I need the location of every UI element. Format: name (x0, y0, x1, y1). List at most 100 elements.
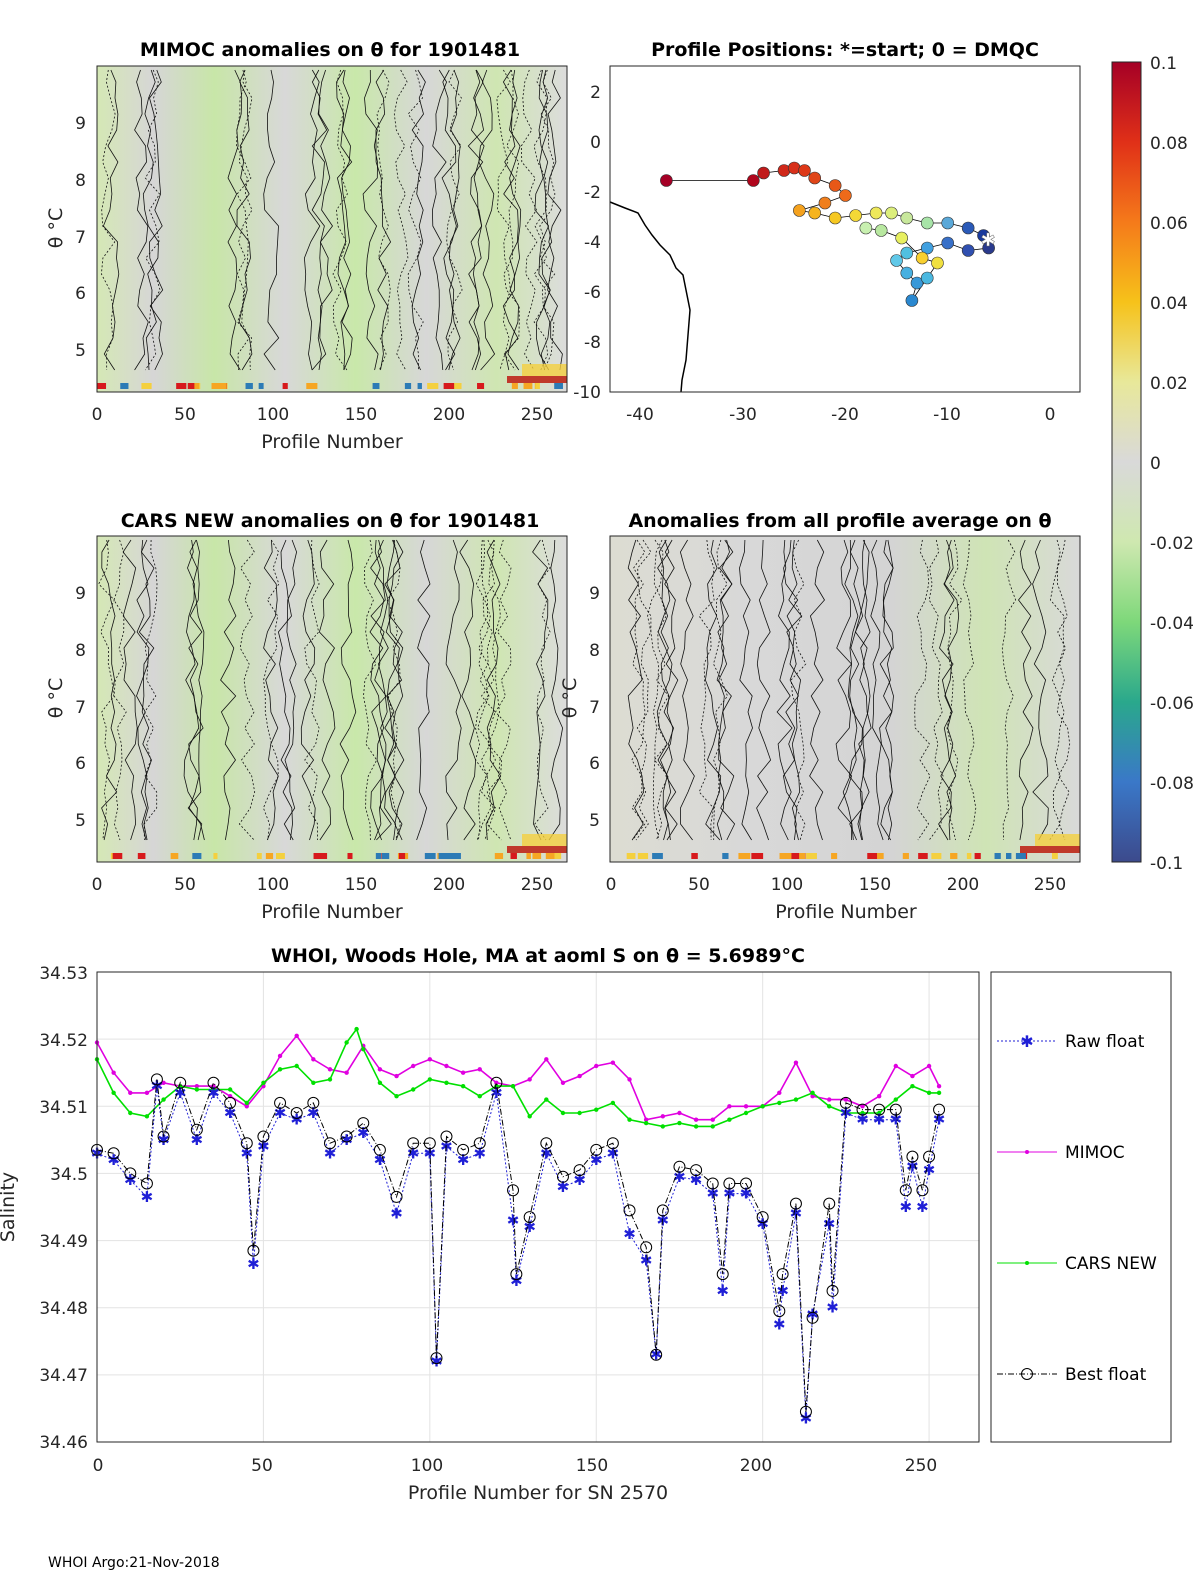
anomaly-cell (306, 383, 317, 389)
anomaly-cell (902, 853, 909, 859)
series-cars-new (94, 1026, 942, 1129)
data-point (627, 1077, 632, 1082)
profile-position-dot (818, 196, 832, 210)
data-point (323, 1137, 336, 1150)
data-point: ✱ (933, 1111, 946, 1129)
salinity-ytick: 34.51 (39, 1098, 88, 1118)
contour-line (938, 539, 955, 841)
profile-position-dot (869, 206, 883, 220)
profile-position-dot (931, 256, 944, 270)
cars-ytick: 6 (75, 754, 86, 774)
positions-yticks: 2 0 -2 -4 -6 -8 -10 (573, 83, 601, 403)
anomaly-cell (831, 853, 838, 859)
data-point (444, 1063, 449, 1069)
average-xtick: 250 (1034, 875, 1066, 895)
contour-line (480, 539, 497, 841)
positions-ytick: 0 (590, 133, 601, 153)
contour-line (475, 539, 489, 841)
positions-xtick: 0 (1045, 405, 1056, 425)
data-point (527, 1077, 532, 1082)
data-point: ✱ (873, 1111, 886, 1129)
profile-position-dot (900, 211, 914, 225)
positions-axes-box (609, 65, 1081, 393)
anomaly-cell (97, 383, 107, 389)
positions-ytick: -6 (584, 283, 601, 303)
data-point (224, 1096, 237, 1109)
contour-line (533, 69, 549, 371)
data-point (490, 1076, 503, 1089)
data-point (716, 1268, 729, 1281)
data-point (577, 1110, 582, 1116)
data-point: ✱ (157, 1131, 170, 1149)
data-point (247, 1244, 260, 1257)
circle-marker-icon (1021, 1368, 1033, 1380)
profile-position-dot (920, 241, 934, 255)
data-point (194, 1083, 200, 1089)
data-point (743, 1104, 749, 1109)
contour-line (459, 539, 477, 841)
data-point (793, 1060, 799, 1065)
contour-line (870, 539, 884, 841)
anomaly-cell (554, 853, 562, 859)
salinity-ytick: 34.49 (39, 1232, 88, 1252)
cars-ytick: 7 (75, 698, 86, 718)
anomaly-cell (211, 383, 223, 389)
data-point: ✱ (740, 1185, 753, 1203)
anomaly-cell (507, 846, 567, 853)
anomaly-cell (449, 383, 462, 389)
colorbar-tick: 0.04 (1150, 294, 1188, 314)
cars-xtick: 250 (521, 875, 553, 895)
cars-anomaly-field (97, 536, 567, 862)
data-point (799, 1405, 812, 1418)
data-point: ✱ (510, 1272, 523, 1290)
data-point (174, 1076, 187, 1089)
profile-position-dot (920, 271, 934, 285)
contour-line (928, 539, 944, 841)
mimoc-xtick: 100 (257, 405, 289, 425)
series-best-float (91, 1073, 946, 1418)
data-point (494, 1080, 499, 1085)
data-point (457, 1143, 470, 1156)
data-point (560, 1080, 566, 1085)
data-point (910, 1073, 915, 1079)
data-point (693, 1124, 699, 1129)
data-point (410, 1087, 416, 1092)
mimoc-ytick: 7 (75, 228, 86, 248)
data-point (727, 1117, 732, 1122)
anomaly-cell (404, 383, 412, 389)
profile-position-dot (961, 244, 975, 257)
data-point: ✱ (723, 1185, 736, 1203)
contour-line (857, 539, 872, 841)
anomaly-cell (443, 383, 455, 389)
colorbar-tick: -0.04 (1150, 614, 1194, 634)
mimoc-xtick: 0 (92, 405, 103, 425)
anomaly-cell (1035, 834, 1080, 848)
coastline (609, 201, 691, 393)
contour-line (407, 69, 424, 370)
salinity-xtick: 150 (576, 1456, 608, 1476)
data-point: ✱ (174, 1084, 187, 1102)
profile-position-dot (808, 171, 822, 185)
data-point (889, 1103, 902, 1116)
data-point (660, 1124, 666, 1129)
contour-line (101, 539, 118, 841)
contour-line (188, 539, 205, 841)
data-point (860, 1104, 865, 1109)
positions-map-area (610, 66, 1080, 392)
profile-position-dot (895, 231, 908, 245)
data-point (627, 1117, 632, 1122)
mimoc-xlabel: Profile Number (261, 431, 403, 453)
data-point (789, 1197, 802, 1210)
average-xticks: 0 50 100 150 200 250 (606, 875, 1067, 895)
data-point (144, 1114, 150, 1119)
anomaly-cell (141, 383, 150, 389)
data-point (357, 1117, 370, 1130)
colorbar-tick: -0.1 (1150, 854, 1183, 874)
profile-position-dot (941, 236, 955, 250)
anomaly-cell (372, 383, 380, 389)
positions-ytick: -8 (584, 333, 601, 353)
data-point (111, 1070, 116, 1075)
data-point: ✱ (826, 1299, 839, 1317)
colorbar-tick: 0.06 (1150, 214, 1188, 234)
data-point: ✱ (690, 1171, 703, 1189)
